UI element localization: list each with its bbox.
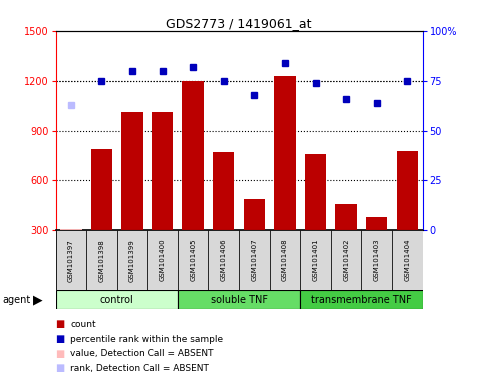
Text: GSM101406: GSM101406 (221, 239, 227, 281)
Text: GSM101398: GSM101398 (99, 239, 104, 281)
Bar (244, 199, 265, 230)
Bar (86, 230, 117, 290)
Bar (60, 229, 82, 230)
Text: ■: ■ (56, 319, 65, 329)
Bar (331, 230, 361, 290)
Bar (152, 112, 173, 230)
Bar (366, 217, 387, 230)
Bar (392, 230, 423, 290)
Bar (335, 204, 357, 230)
Text: GSM101403: GSM101403 (374, 239, 380, 281)
Text: GSM101399: GSM101399 (129, 239, 135, 281)
Title: GDS2773 / 1419061_at: GDS2773 / 1419061_at (166, 17, 312, 30)
Text: GSM101405: GSM101405 (190, 239, 196, 281)
Text: GSM101408: GSM101408 (282, 239, 288, 281)
Bar (117, 230, 147, 290)
Bar (213, 152, 235, 230)
Bar (147, 230, 178, 290)
Bar (361, 230, 392, 290)
Bar (274, 76, 296, 230)
Bar (305, 154, 327, 230)
Bar (239, 230, 270, 290)
Bar (178, 290, 300, 309)
Text: count: count (70, 320, 96, 329)
Text: agent: agent (2, 295, 30, 305)
Text: rank, Detection Call = ABSENT: rank, Detection Call = ABSENT (70, 364, 209, 373)
Text: GSM101401: GSM101401 (313, 239, 319, 281)
Text: ▶: ▶ (33, 293, 43, 306)
Text: soluble TNF: soluble TNF (211, 295, 268, 305)
Bar (300, 230, 331, 290)
Bar (56, 230, 86, 290)
Bar (183, 81, 204, 230)
Text: ■: ■ (56, 334, 65, 344)
Bar (121, 112, 143, 230)
Text: GSM101402: GSM101402 (343, 239, 349, 281)
Bar (209, 230, 239, 290)
Bar (300, 290, 423, 309)
Text: percentile rank within the sample: percentile rank within the sample (70, 334, 223, 344)
Bar (397, 151, 418, 230)
Text: GSM101397: GSM101397 (68, 239, 74, 281)
Text: GSM101400: GSM101400 (159, 239, 166, 281)
Text: GSM101404: GSM101404 (404, 239, 411, 281)
Bar (178, 230, 209, 290)
Text: GSM101407: GSM101407 (251, 239, 257, 281)
Bar (56, 290, 178, 309)
Text: value, Detection Call = ABSENT: value, Detection Call = ABSENT (70, 349, 213, 358)
Bar (91, 149, 112, 230)
Text: transmembrane TNF: transmembrane TNF (311, 295, 412, 305)
Text: ■: ■ (56, 363, 65, 373)
Bar (270, 230, 300, 290)
Text: control: control (100, 295, 134, 305)
Text: ■: ■ (56, 349, 65, 359)
